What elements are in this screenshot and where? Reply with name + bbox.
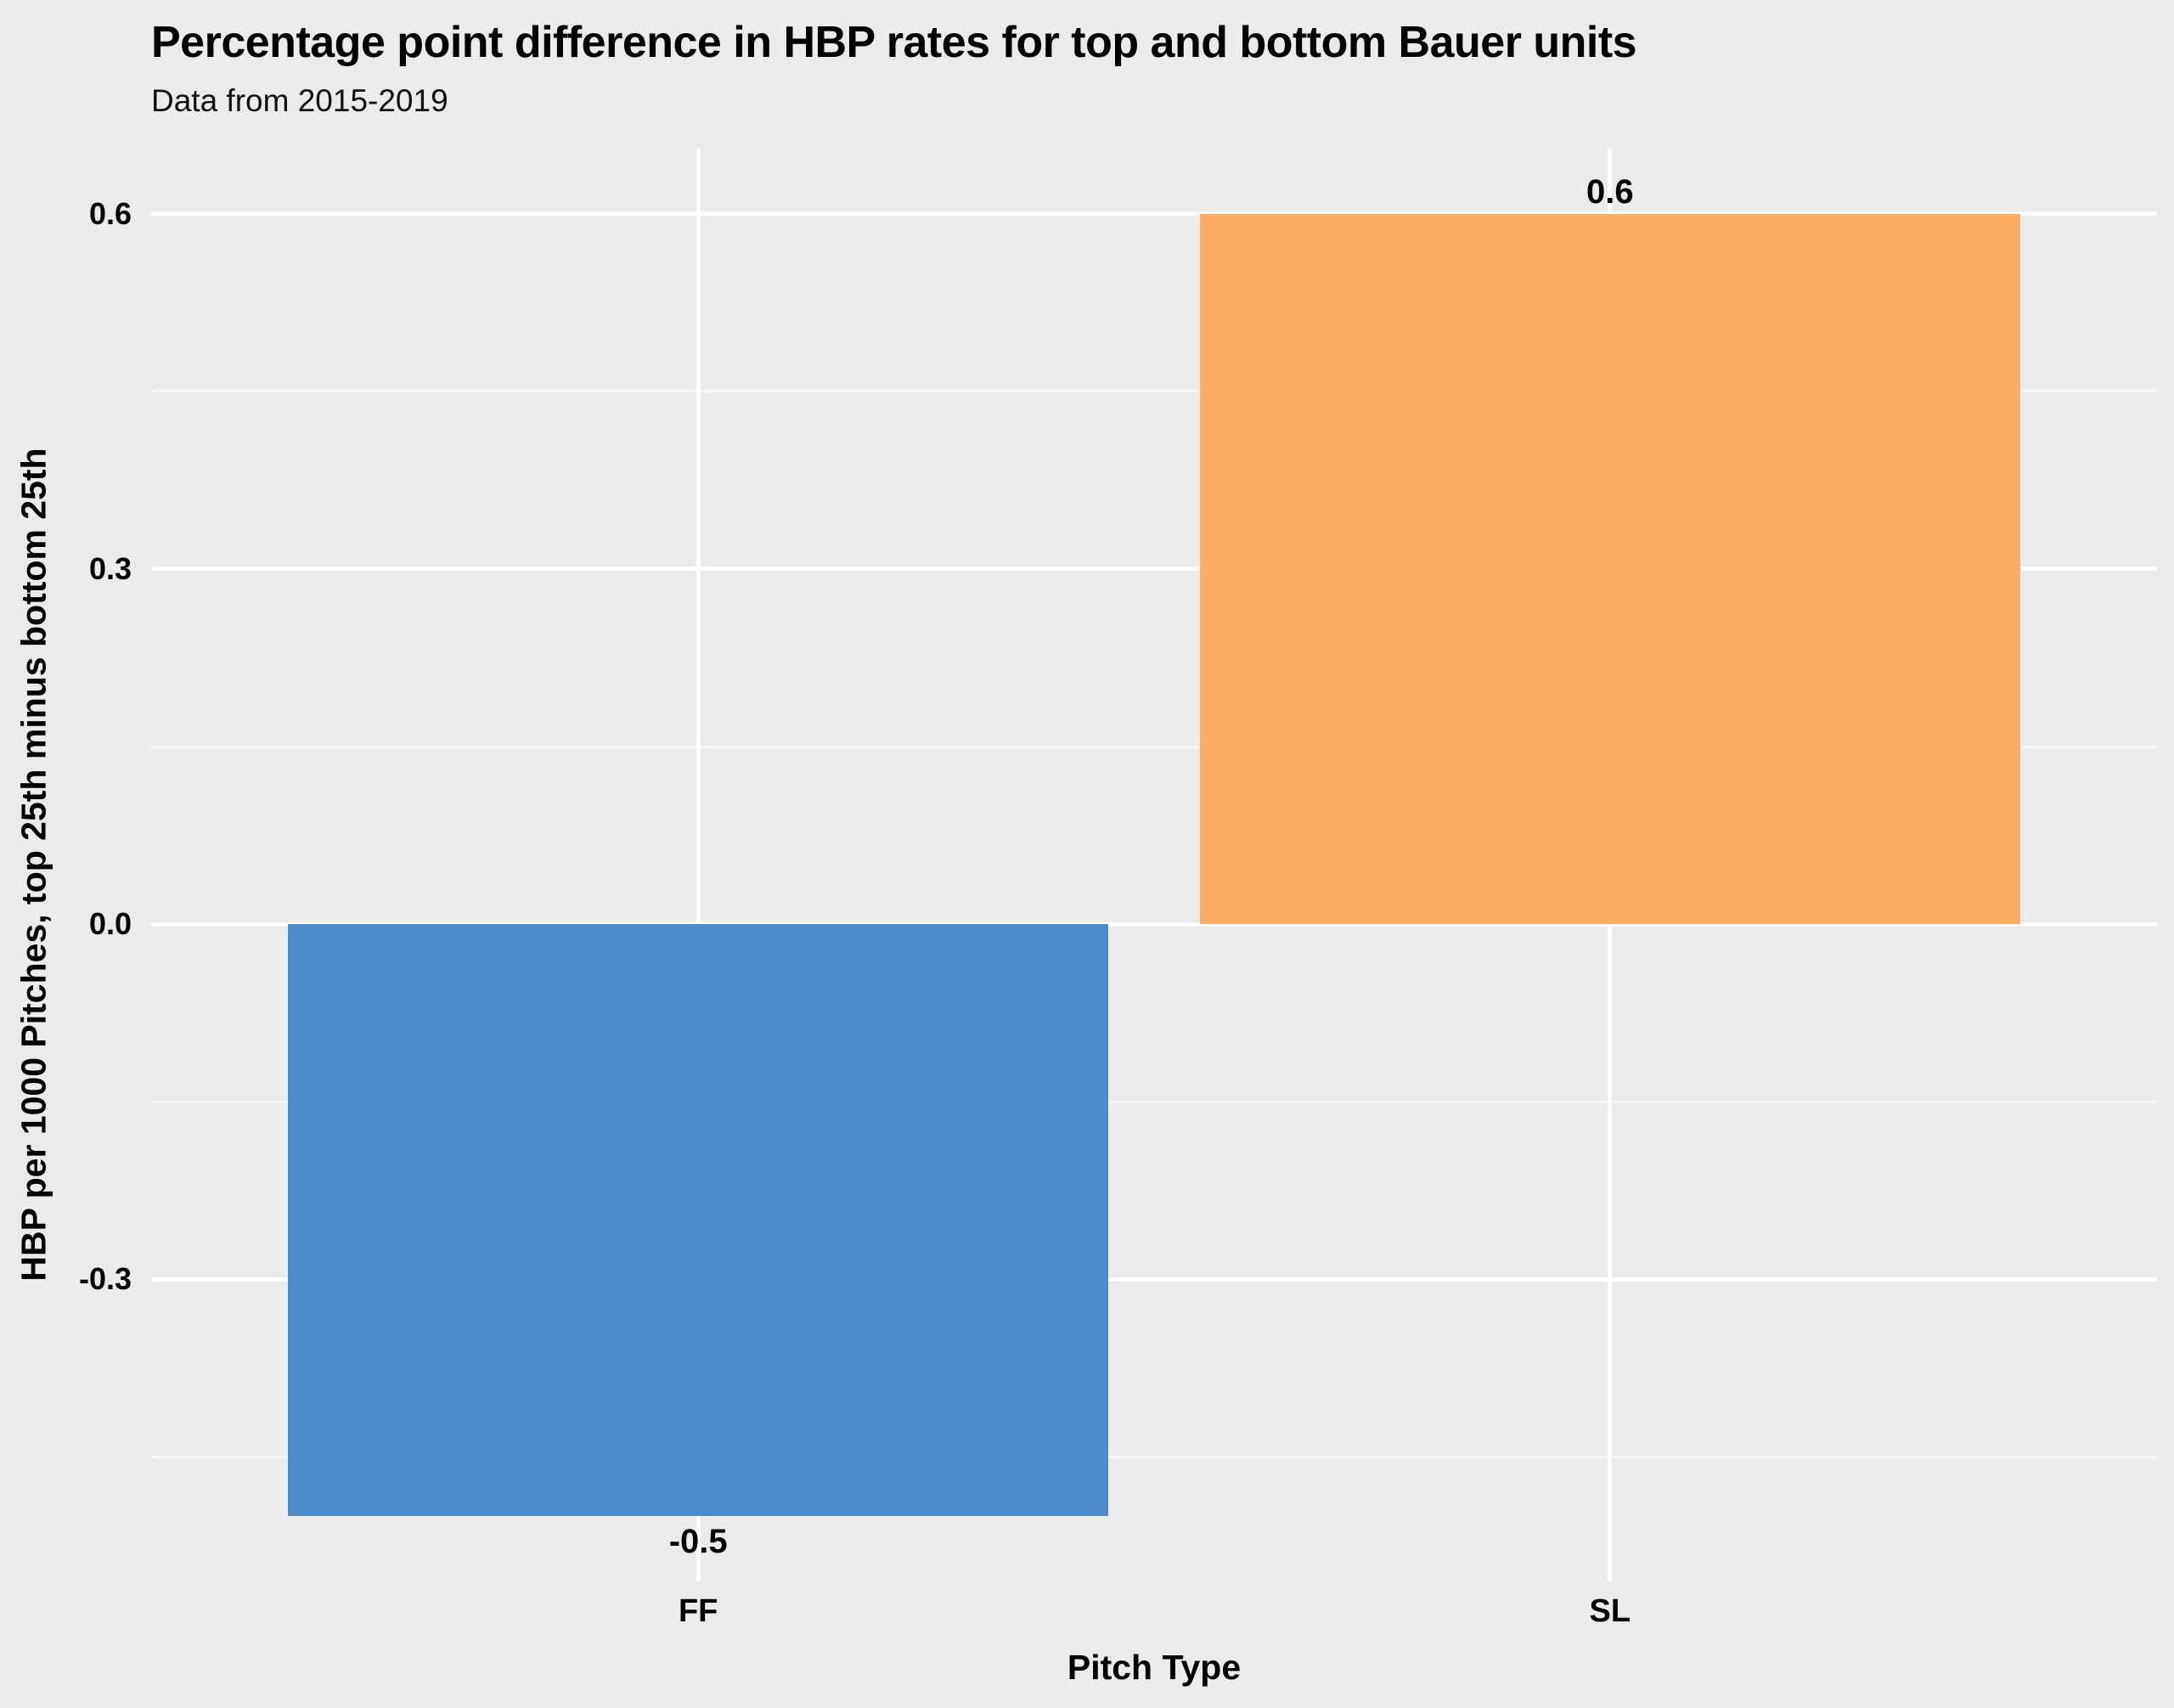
x-tick-label: SL	[1589, 1593, 1631, 1629]
x-axis-title: Pitch Type	[1067, 1648, 1242, 1687]
category-gridline	[696, 149, 701, 1581]
y-tick-label: 0.3	[88, 550, 132, 586]
bar-value-label: 0.6	[1586, 172, 1634, 211]
minor-gridline	[151, 1100, 2157, 1103]
major-gridline	[151, 1277, 2157, 1282]
major-gridline	[151, 211, 2157, 217]
y-tick-label: -0.3	[78, 1261, 132, 1297]
chart-subtitle: Data from 2015-2019	[151, 83, 448, 118]
y-tick-label: 0.0	[88, 906, 132, 942]
minor-gridline	[151, 745, 2157, 748]
plot-panel: -0.5 0.6	[151, 149, 2157, 1581]
x-tick-label: FF	[678, 1593, 718, 1629]
major-gridline	[151, 922, 2157, 927]
bar-ff	[288, 924, 1109, 1517]
minor-gridline	[151, 1456, 2157, 1459]
y-tick-label: 0.6	[88, 195, 132, 231]
minor-gridline	[151, 390, 2157, 393]
major-gridline	[151, 567, 2157, 572]
chart-title: Percentage point difference in HBP rates…	[151, 18, 1637, 67]
bar-value-label: -0.5	[668, 1523, 728, 1561]
y-axis-title: HBP per 1000 Pitches, top 25th minus bot…	[14, 448, 54, 1282]
bar-sl	[1199, 213, 2020, 925]
